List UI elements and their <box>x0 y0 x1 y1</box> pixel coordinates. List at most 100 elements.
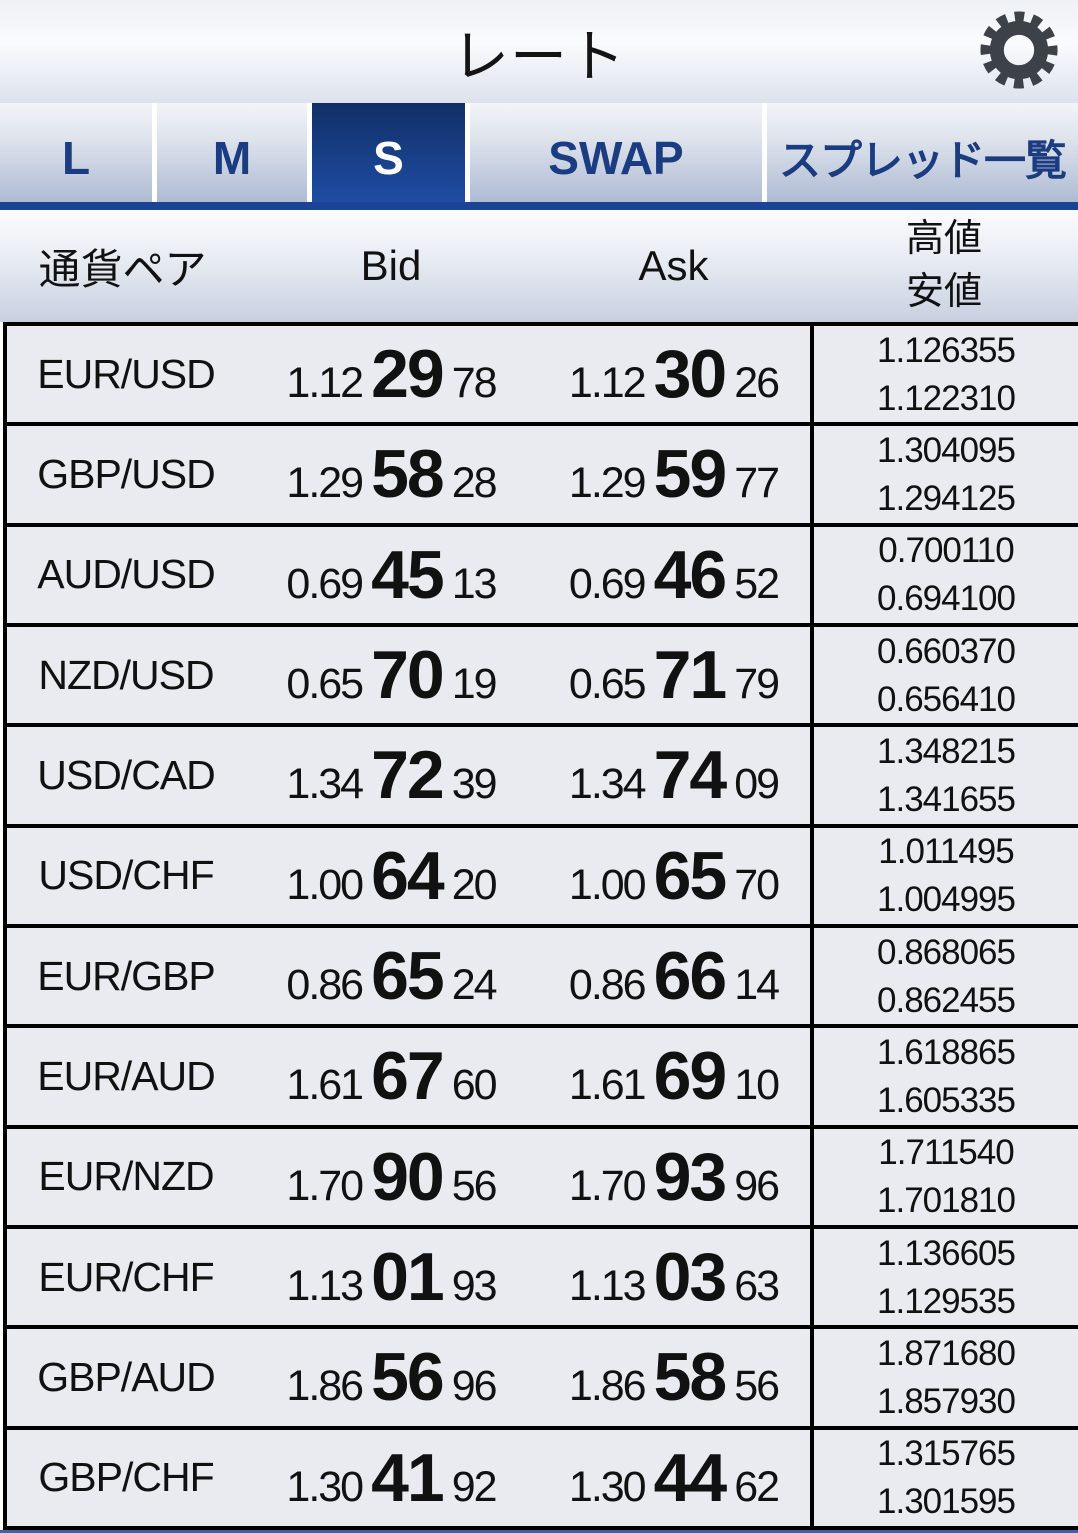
high-value: 1.711540 <box>878 1133 1014 1173</box>
column-header-high-low: 高値 安値 <box>810 213 1078 319</box>
ask-price[interactable]: 1.29 59 77 <box>568 436 780 513</box>
currency-pair-label: EUR/NZD <box>38 1153 214 1200</box>
rate-row[interactable]: EUR/GBP 0.86 65 24 0.86 66 14 0.868065 0.862… <box>7 927 1078 1029</box>
bid-price[interactable]: 1.12 29 78 <box>286 336 497 413</box>
high-low-cell: 0.700110 0.694100 <box>810 526 1078 623</box>
bid-price[interactable]: 1.34 72 39 <box>286 737 497 814</box>
column-header-bid: Bid <box>360 242 422 289</box>
high-low-cell: 0.868065 0.862455 <box>810 927 1078 1025</box>
rates-table-body: EUR/USD 1.12 29 78 1.12 30 26 1.126355 1.122… <box>3 322 1078 1530</box>
high-low-cell: 1.871680 1.857930 <box>810 1329 1078 1426</box>
rate-row[interactable]: NZD/USD 0.65 70 19 0.65 71 79 0.660370 0.656… <box>7 626 1078 728</box>
ask-price[interactable]: 1.00 65 70 <box>568 837 780 914</box>
low-value: 1.857930 <box>877 1381 1016 1421</box>
bid-price[interactable]: 1.86 56 96 <box>286 1339 497 1416</box>
rate-row[interactable]: AUD/USD 0.69 45 13 0.69 46 52 0.700110 0.694… <box>7 526 1078 627</box>
tab-l[interactable]: L <box>0 103 152 202</box>
rate-row[interactable]: EUR/CHF 1.13 01 93 1.13 03 63 1.136605 1.129… <box>7 1228 1078 1330</box>
high-value: 1.011495 <box>878 832 1014 872</box>
low-value: 1.301595 <box>877 1482 1016 1522</box>
bid-price[interactable]: 1.29 58 28 <box>286 436 497 513</box>
high-value: 1.126355 <box>877 330 1016 370</box>
bid-price[interactable]: 1.30 41 92 <box>286 1439 497 1516</box>
high-value: 0.868065 <box>877 932 1016 972</box>
tab-s[interactable]: S <box>312 103 465 202</box>
app-header: レート <box>0 0 1078 103</box>
ask-price[interactable]: 1.34 74 09 <box>568 737 780 814</box>
footer-strip <box>0 1530 1078 1533</box>
rate-row[interactable]: USD/CHF 1.00 64 20 1.00 65 70 1.011495 1.004… <box>7 827 1078 928</box>
high-value: 0.700110 <box>878 531 1014 571</box>
bid-price[interactable]: 0.69 45 13 <box>286 536 497 613</box>
high-value: 1.871680 <box>877 1333 1016 1373</box>
low-value: 0.694100 <box>877 579 1016 619</box>
currency-pair-label: EUR/GBP <box>37 952 216 999</box>
bid-price[interactable]: 1.70 90 56 <box>286 1138 497 1215</box>
currency-pair-label: EUR/CHF <box>38 1253 214 1300</box>
high-value: 1.348215 <box>877 731 1016 771</box>
high-low-cell: 1.126355 1.122310 <box>810 326 1078 423</box>
tab-m[interactable]: M <box>157 103 307 202</box>
low-value: 1.605335 <box>877 1080 1016 1120</box>
ask-price[interactable]: 1.86 58 56 <box>568 1339 780 1416</box>
bid-price[interactable]: 1.00 64 20 <box>286 837 497 914</box>
low-value: 0.656410 <box>877 679 1016 719</box>
currency-pair-label: EUR/USD <box>37 350 216 397</box>
ask-price[interactable]: 0.86 66 14 <box>568 938 780 1015</box>
high-low-cell: 1.711540 1.701810 <box>810 1128 1078 1225</box>
currency-pair-label: AUD/USD <box>37 551 216 598</box>
low-value: 1.341655 <box>877 779 1016 819</box>
high-low-cell: 1.304095 1.294125 <box>810 426 1078 523</box>
currency-pair-label: EUR/AUD <box>37 1052 216 1099</box>
column-header-pair: 通貨ペア <box>38 245 207 293</box>
bid-price[interactable]: 0.86 65 24 <box>286 938 497 1015</box>
low-value: 1.129535 <box>877 1281 1016 1321</box>
currency-pair-label: GBP/CHF <box>38 1454 214 1501</box>
high-value: 1.315765 <box>877 1434 1016 1474</box>
column-header-high: 高値 <box>905 218 982 260</box>
currency-pair-label: USD/CHF <box>38 852 214 899</box>
settings-button[interactable] <box>976 8 1062 94</box>
high-value: 1.618865 <box>877 1032 1016 1072</box>
high-low-cell: 0.660370 0.656410 <box>810 626 1078 724</box>
high-value: 1.304095 <box>877 430 1016 470</box>
low-value: 1.701810 <box>877 1181 1016 1221</box>
ask-price[interactable]: 0.65 71 79 <box>568 637 780 714</box>
page-title: レート <box>452 24 626 89</box>
rate-row[interactable]: USD/CAD 1.34 72 39 1.34 74 09 1.348215 1.341… <box>7 727 1078 828</box>
high-low-cell: 1.136605 1.129535 <box>810 1228 1078 1326</box>
bid-price[interactable]: 0.65 70 19 <box>286 637 497 714</box>
ask-price[interactable]: 1.30 44 62 <box>568 1439 780 1516</box>
gear-icon <box>978 9 1060 94</box>
rate-row[interactable]: GBP/CHF 1.30 41 92 1.30 44 62 1.315765 1.301… <box>7 1429 1078 1530</box>
rate-row[interactable]: GBP/USD 1.29 58 28 1.29 59 77 1.304095 1.294… <box>7 426 1078 527</box>
bid-price[interactable]: 1.61 67 60 <box>286 1038 497 1115</box>
high-value: 1.136605 <box>877 1233 1016 1273</box>
rate-row[interactable]: EUR/NZD 1.70 90 56 1.70 93 96 1.711540 1.701… <box>7 1128 1078 1229</box>
ask-price[interactable]: 0.69 46 52 <box>568 536 780 613</box>
rate-row[interactable]: EUR/USD 1.12 29 78 1.12 30 26 1.126355 1.122… <box>7 326 1078 427</box>
low-value: 1.004995 <box>877 880 1016 920</box>
high-low-cell: 1.315765 1.301595 <box>810 1429 1078 1526</box>
rate-row[interactable]: EUR/AUD 1.61 67 60 1.61 69 10 1.618865 1.605… <box>7 1028 1078 1129</box>
currency-pair-label: USD/CAD <box>37 751 216 798</box>
ask-price[interactable]: 1.13 03 63 <box>568 1239 780 1316</box>
ask-price[interactable]: 1.12 30 26 <box>568 336 780 413</box>
tab-bar: L M S SWAP スプレッド一覧 <box>0 103 1078 202</box>
currency-pair-label: GBP/USD <box>37 450 216 497</box>
tab-underline <box>0 202 1078 210</box>
bid-price[interactable]: 1.13 01 93 <box>286 1239 497 1316</box>
low-value: 1.294125 <box>877 478 1016 518</box>
currency-pair-label: NZD/USD <box>38 651 214 698</box>
tab-swap[interactable]: SWAP <box>470 103 762 202</box>
table-header: 通貨ペア Bid Ask 高値 安値 <box>0 210 1078 322</box>
ask-price[interactable]: 1.70 93 96 <box>568 1138 780 1215</box>
column-header-low: 安値 <box>905 271 982 313</box>
high-low-cell: 1.618865 1.605335 <box>810 1028 1078 1125</box>
ask-price[interactable]: 1.61 69 10 <box>568 1038 780 1115</box>
rate-row[interactable]: GBP/AUD 1.86 56 96 1.86 58 56 1.871680 1.857… <box>7 1329 1078 1430</box>
tab-spread-list[interactable]: スプレッド一覧 <box>767 103 1078 202</box>
low-value: 0.862455 <box>877 980 1016 1020</box>
column-header-ask: Ask <box>638 242 709 289</box>
